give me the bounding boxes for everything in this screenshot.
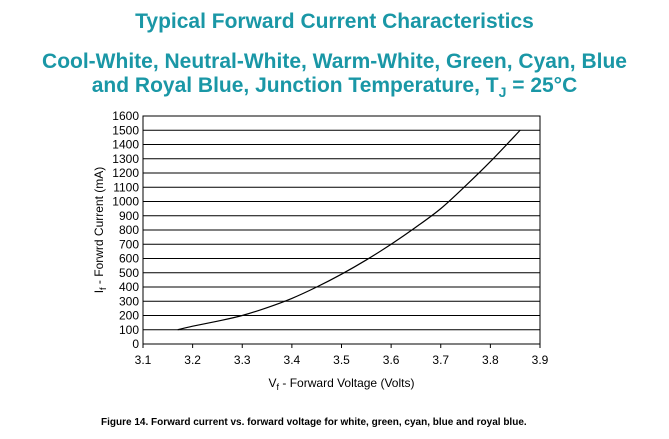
grid-lines: [143, 115, 540, 345]
x-tick-label: 3.6: [383, 353, 400, 367]
y-tick-label: 1600: [112, 109, 139, 123]
x-tick-label: 3.1: [135, 353, 152, 367]
y-axis-label-symbol: I: [92, 290, 106, 293]
y-tick-label: 1400: [112, 138, 139, 152]
y-tick-label: 300: [119, 294, 139, 308]
chart-subtitle-line1: Cool-White, Neutral-White, Warm-White, G…: [42, 50, 627, 73]
figure-caption: Figure 14. Forward current vs. forward v…: [101, 417, 527, 428]
x-tick-label: 3.3: [234, 353, 251, 367]
x-tick-label: 3.8: [482, 353, 499, 367]
x-tick-label: 3.2: [184, 353, 201, 367]
subtitle-temperature: = 25°C: [506, 74, 578, 97]
y-tick-label: 700: [119, 237, 139, 251]
x-tick-label: 3.4: [284, 353, 301, 367]
y-tick-label: 1100: [113, 180, 139, 194]
x-axis-label: Vf - Forward Voltage (Volts): [269, 376, 415, 392]
x-axis-ticks: 3.1 3.2 3.3 3.4 3.5 3.6 3.7 3.8 3.9: [135, 344, 549, 367]
series-group: [177, 129, 521, 331]
y-tick-label: 1300: [112, 152, 139, 166]
y-tick-label: 1500: [112, 123, 139, 137]
x-axis-label-subscript: f: [277, 382, 280, 392]
x-tick-label: 3.7: [432, 353, 449, 367]
x-tick-label: 3.9: [532, 353, 549, 367]
subtitle-subscript: J: [498, 84, 507, 100]
y-axis-label-text: - Forwrd Current (mA): [92, 167, 106, 288]
x-axis-label-symbol: V: [269, 376, 277, 390]
y-tick-label: 0: [132, 337, 139, 351]
y-axis-ticks: 0100200300400500600700800900100011001200…: [112, 109, 139, 351]
y-tick-label: 400: [119, 280, 139, 294]
y-tick-label: 200: [119, 309, 139, 323]
x-axis-label-text: - Forward Voltage (Volts): [279, 376, 414, 390]
subtitle-text: and Royal Blue, Junction Temperature, T: [91, 74, 499, 97]
chart-title: Typical Forward Current Characteristics: [135, 10, 534, 33]
y-tick-label: 500: [119, 266, 139, 280]
x-tick-label: 3.5: [333, 353, 350, 367]
y-tick-label: 1000: [112, 195, 139, 209]
y-tick-label: 1200: [112, 166, 139, 180]
y-tick-label: 900: [119, 209, 139, 223]
y-tick-label: 100: [119, 323, 139, 337]
y-axis-label: If - Forwrd Current (mA): [92, 167, 108, 294]
series-line-0: [177, 129, 521, 331]
y-tick-label: 800: [119, 223, 139, 237]
chart-subtitle-line2: and Royal Blue, Junction Temperature, TJ…: [0, 74, 669, 100]
y-axis-label-subscript: f: [98, 287, 108, 290]
y-tick-label: 600: [119, 252, 139, 266]
